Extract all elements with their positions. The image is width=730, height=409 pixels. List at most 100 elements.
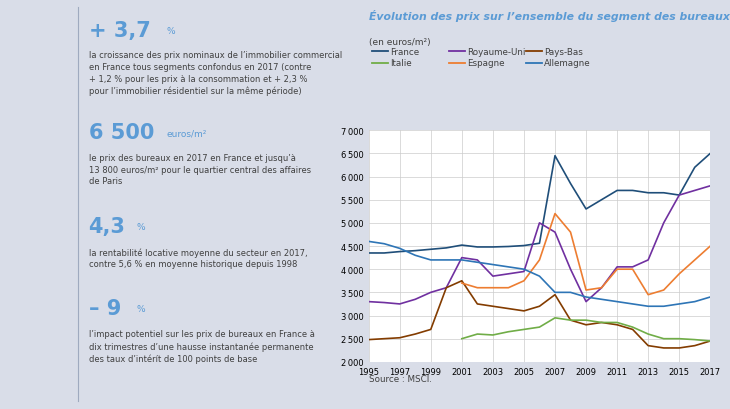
France bbox=[644, 191, 653, 196]
Allemagne bbox=[535, 274, 544, 279]
Pays-Bas bbox=[550, 292, 559, 297]
Text: Évolution des prix sur l’ensemble du segment des bureaux par pays: Évolution des prix sur l’ensemble du seg… bbox=[369, 10, 730, 22]
Espagne bbox=[488, 285, 497, 290]
Allemagne bbox=[629, 302, 637, 307]
Line: Allemagne: Allemagne bbox=[369, 242, 710, 306]
Espagne bbox=[691, 258, 699, 263]
Text: euros/m²: euros/m² bbox=[166, 129, 207, 138]
Espagne bbox=[504, 285, 512, 290]
Espagne bbox=[629, 267, 637, 272]
Italie bbox=[488, 333, 497, 337]
France bbox=[442, 246, 450, 251]
Espagne bbox=[612, 267, 621, 272]
Text: Pays-Bas: Pays-Bas bbox=[544, 48, 583, 57]
Text: %: % bbox=[137, 305, 145, 314]
Italie bbox=[520, 327, 529, 332]
Espagne bbox=[706, 244, 715, 249]
Pays-Bas bbox=[644, 343, 653, 348]
Italie bbox=[550, 316, 559, 321]
Espagne bbox=[566, 230, 575, 235]
Espagne bbox=[473, 285, 482, 290]
France bbox=[396, 249, 404, 254]
Allemagne bbox=[396, 246, 404, 251]
Allemagne bbox=[597, 297, 606, 302]
Italie bbox=[675, 336, 683, 341]
Pays-Bas bbox=[535, 304, 544, 309]
Pays-Bas bbox=[612, 323, 621, 328]
France bbox=[582, 207, 591, 212]
Allemagne bbox=[582, 295, 591, 300]
Text: 4,3: 4,3 bbox=[88, 217, 126, 237]
France bbox=[597, 198, 606, 203]
Allemagne bbox=[411, 253, 420, 258]
Allemagne bbox=[426, 258, 435, 263]
Royaume-Uni bbox=[442, 285, 450, 290]
Pays-Bas bbox=[504, 306, 512, 311]
Text: France: France bbox=[391, 48, 420, 57]
France bbox=[488, 245, 497, 250]
Text: la rentabilité locative moyenne du secteur en 2017,
contre 5,6 % en moyenne hist: la rentabilité locative moyenne du secte… bbox=[88, 247, 307, 269]
Royaume-Uni bbox=[566, 267, 575, 272]
Italie bbox=[644, 332, 653, 337]
Pays-Bas bbox=[566, 318, 575, 323]
Allemagne bbox=[612, 299, 621, 304]
Allemagne bbox=[691, 299, 699, 304]
Allemagne bbox=[458, 258, 466, 263]
Pays-Bas bbox=[629, 327, 637, 332]
Italie bbox=[691, 337, 699, 342]
Text: la croissance des prix nominaux de l’immobilier commercial
en France tous segmen: la croissance des prix nominaux de l’imm… bbox=[88, 51, 342, 96]
France bbox=[675, 193, 683, 198]
France bbox=[458, 243, 466, 248]
Pays-Bas bbox=[520, 309, 529, 314]
France bbox=[535, 241, 544, 246]
Pays-Bas bbox=[582, 323, 591, 328]
France bbox=[659, 191, 668, 196]
Italie bbox=[535, 325, 544, 330]
Allemagne bbox=[380, 242, 388, 247]
Espagne bbox=[675, 272, 683, 276]
Text: + 3,7: + 3,7 bbox=[88, 20, 150, 40]
Royaume-Uni bbox=[458, 256, 466, 261]
France bbox=[473, 245, 482, 250]
Royaume-Uni bbox=[582, 299, 591, 304]
Text: 6 500: 6 500 bbox=[88, 123, 154, 143]
Pays-Bas bbox=[473, 302, 482, 307]
Royaume-Uni bbox=[706, 184, 715, 189]
Royaume-Uni bbox=[629, 265, 637, 270]
Text: – 9: – 9 bbox=[88, 299, 121, 319]
Pays-Bas bbox=[691, 343, 699, 348]
Royaume-Uni bbox=[520, 270, 529, 274]
France bbox=[411, 249, 420, 254]
Espagne bbox=[550, 211, 559, 216]
Pays-Bas bbox=[597, 320, 606, 325]
Allemagne bbox=[675, 302, 683, 307]
Text: l’impact potentiel sur les prix de bureaux en France à
dix trimestres d’une haus: l’impact potentiel sur les prix de burea… bbox=[88, 329, 315, 363]
Royaume-Uni bbox=[535, 221, 544, 226]
France bbox=[520, 243, 529, 248]
Allemagne bbox=[566, 290, 575, 295]
Allemagne bbox=[644, 304, 653, 309]
Pays-Bas bbox=[675, 346, 683, 351]
Text: le prix des bureaux en 2017 en France et jusqu’à
13 800 euros/m² pour le quartie: le prix des bureaux en 2017 en France et… bbox=[88, 153, 311, 186]
Royaume-Uni bbox=[675, 193, 683, 198]
Royaume-Uni bbox=[426, 290, 435, 295]
Line: France: France bbox=[369, 154, 710, 253]
France bbox=[566, 182, 575, 187]
Allemagne bbox=[364, 239, 373, 244]
Pays-Bas bbox=[706, 339, 715, 344]
France bbox=[612, 189, 621, 193]
Allemagne bbox=[659, 304, 668, 309]
France bbox=[691, 165, 699, 170]
Italie bbox=[582, 318, 591, 323]
Royaume-Uni bbox=[364, 299, 373, 304]
Italie bbox=[504, 330, 512, 335]
Royaume-Uni bbox=[659, 221, 668, 226]
Italie bbox=[566, 318, 575, 323]
Text: Royaume-Uni: Royaume-Uni bbox=[467, 48, 526, 57]
Espagne bbox=[597, 285, 606, 290]
Italie bbox=[706, 339, 715, 344]
Royaume-Uni bbox=[550, 230, 559, 235]
Line: Pays-Bas: Pays-Bas bbox=[369, 281, 710, 348]
Espagne bbox=[644, 292, 653, 297]
France bbox=[629, 189, 637, 193]
